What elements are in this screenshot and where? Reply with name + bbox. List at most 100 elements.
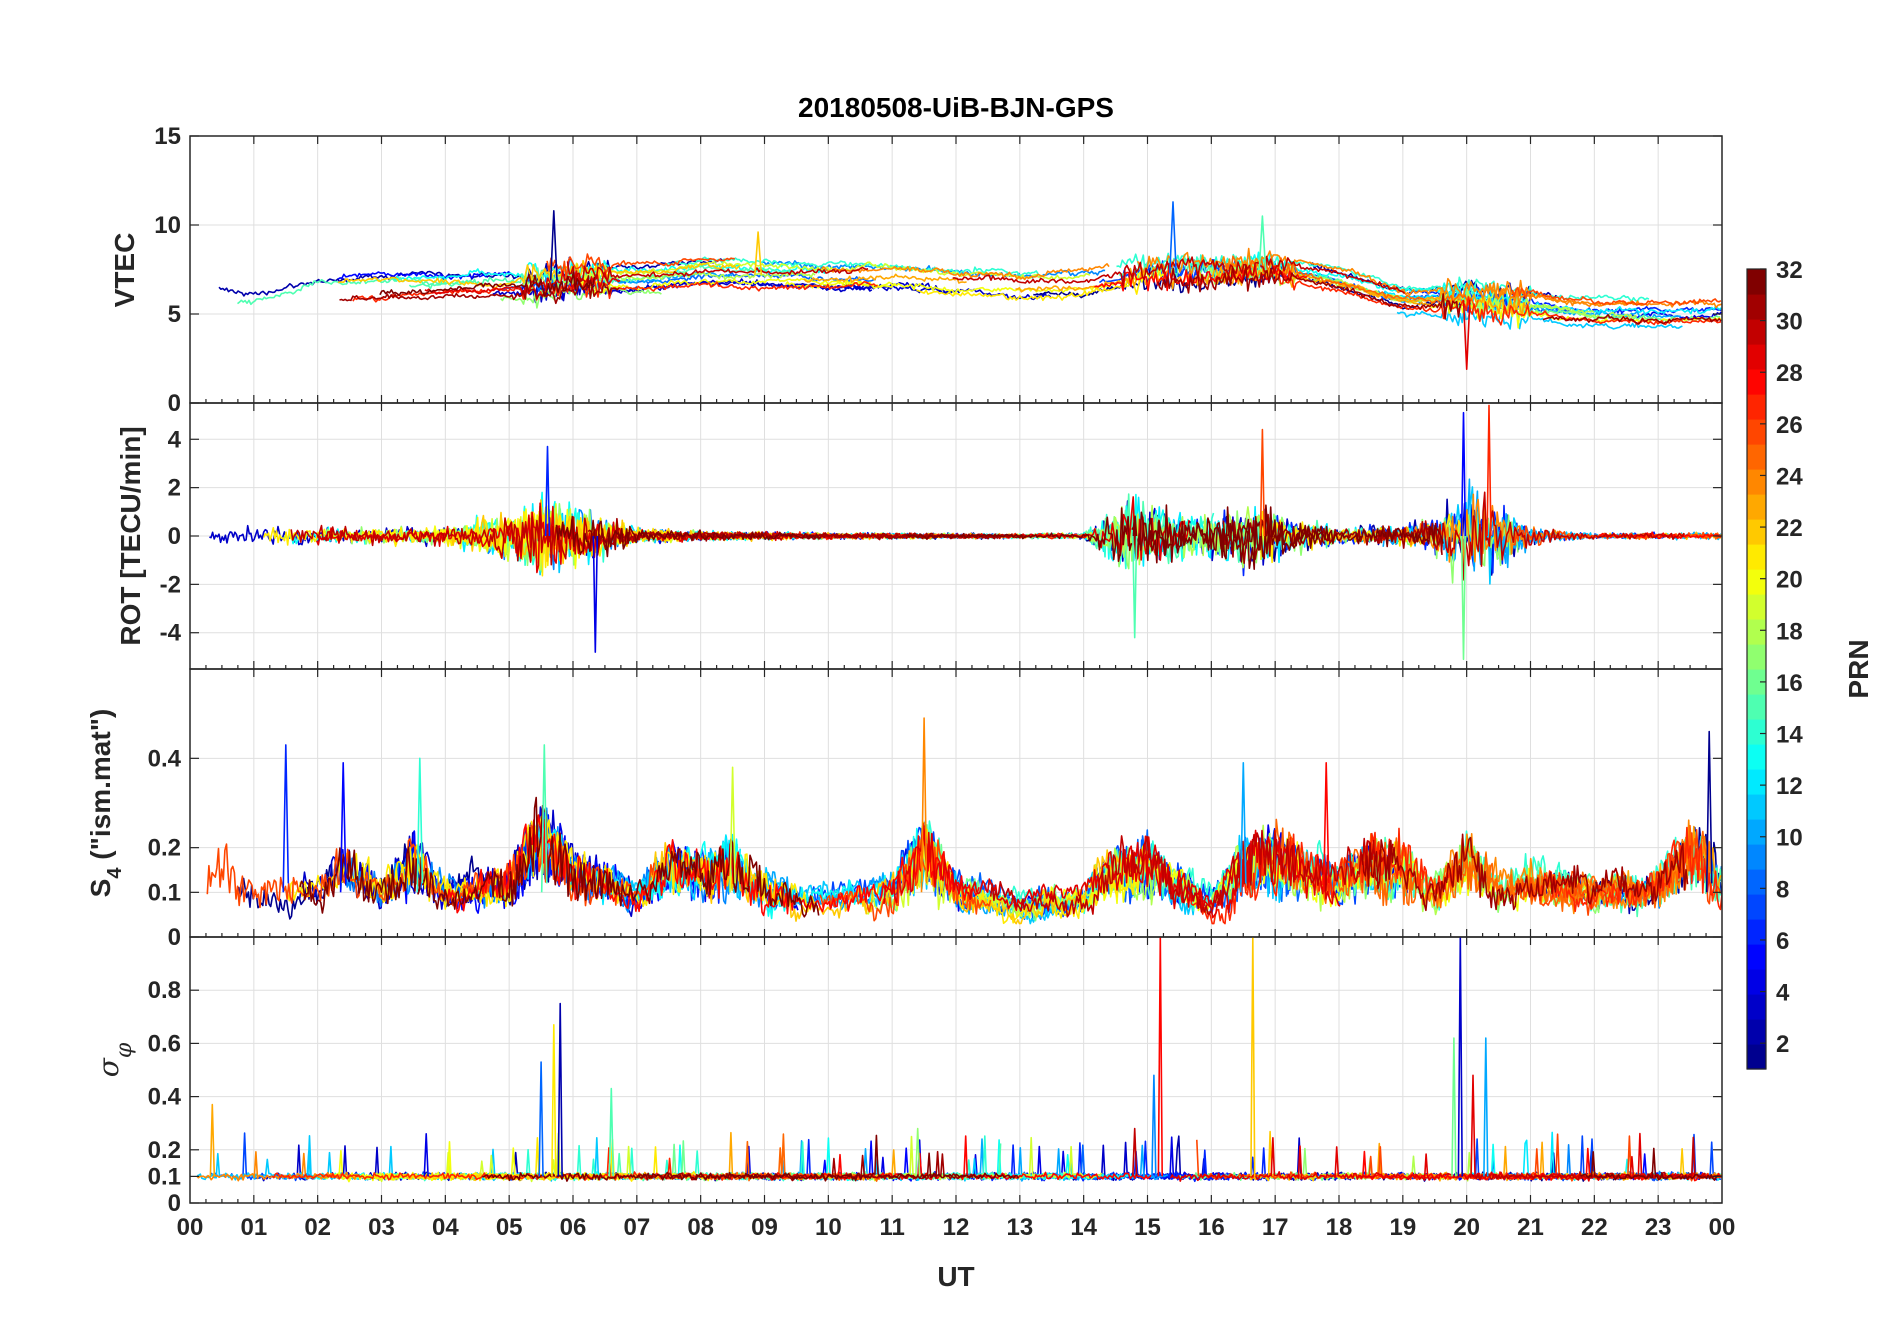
rot-line-prn-32 bbox=[906, 504, 1326, 570]
vtec-line-prn-18 bbox=[1194, 258, 1595, 315]
sigma-phi-peak-mark bbox=[1151, 1074, 1157, 1177]
y-tick-label: 0.1 bbox=[148, 1163, 181, 1190]
s4-series bbox=[206, 717, 1722, 925]
s4-line-prn-26 bbox=[819, 839, 992, 922]
vtec-line-prn-30 bbox=[566, 261, 869, 285]
colorbar-cell bbox=[1747, 844, 1766, 870]
rot-peak-mark bbox=[1460, 535, 1467, 661]
colorbar-cell bbox=[1747, 469, 1766, 495]
vtec-line-prn-14 bbox=[1116, 252, 1650, 303]
vtec-line-prn-31 bbox=[1542, 313, 1722, 325]
sigma-phi-y-label-main: σ bbox=[92, 1057, 125, 1077]
x-tick-labels: 00 01 02 03 04 05 06 07 08 09 10 11 12 13 14 15 16 17 18 19… bbox=[177, 1214, 1736, 1241]
x-tick-label: 23 bbox=[1645, 1214, 1672, 1241]
vtec-peak-mark bbox=[549, 210, 558, 281]
sigma-phi-line-prn-32 bbox=[1580, 1147, 1721, 1181]
rot-line-prn-32 bbox=[555, 515, 822, 558]
vtec-series bbox=[218, 201, 1722, 370]
colorbar-cell bbox=[1747, 369, 1766, 395]
s4-line-prn-30 bbox=[989, 829, 1394, 918]
x-tick-label: 22 bbox=[1581, 1214, 1608, 1241]
colorbar-cell bbox=[1747, 794, 1766, 820]
colorbar-cell bbox=[1747, 819, 1766, 845]
vtec-line-prn-23 bbox=[803, 273, 967, 284]
colorbar-tick-label: 4 bbox=[1776, 980, 1790, 1007]
y-tick-label: 0 bbox=[168, 523, 181, 550]
vtec-peak-mark bbox=[1169, 201, 1177, 274]
x-tick-label: 16 bbox=[1198, 1214, 1225, 1241]
y-tick-label: 0.2 bbox=[148, 835, 181, 862]
rot-peak-mark bbox=[592, 535, 599, 653]
sigma-phi-peak-mark bbox=[1483, 1037, 1489, 1177]
colorbar-tick-label: 16 bbox=[1776, 670, 1803, 697]
colorbar-cell bbox=[1747, 994, 1766, 1020]
s4-peak-mark bbox=[1705, 730, 1713, 893]
s4-y-label-sub: 4 bbox=[104, 867, 126, 879]
rot-peak-mark bbox=[1486, 404, 1492, 537]
x-tick-label: 11 bbox=[879, 1214, 904, 1241]
colorbar-tick-label: 32 bbox=[1776, 257, 1803, 284]
y-tick-label: 10 bbox=[154, 212, 181, 239]
colorbar-cell bbox=[1747, 919, 1766, 945]
sigma-phi-peak-mark bbox=[551, 1024, 557, 1177]
y-tick-label: 0.4 bbox=[148, 1084, 182, 1111]
y-tick-label: 15 bbox=[154, 123, 181, 150]
colorbar-cell bbox=[1747, 269, 1766, 295]
sigma-phi-y-ticks: 00.10.2 0.4 0.6 0.8 bbox=[148, 937, 1722, 1217]
s4-peak-mark bbox=[729, 766, 736, 893]
rot-series bbox=[209, 404, 1722, 661]
sigma-phi-line-prn-29 bbox=[1169, 1132, 1681, 1182]
vtec-y-label: VTEC bbox=[109, 233, 140, 308]
sigma-phi-peak-mark bbox=[1470, 1074, 1476, 1177]
rot-line-prn-32 bbox=[1131, 504, 1444, 563]
vtec-peak-mark bbox=[1462, 299, 1471, 370]
x-tick-label: 12 bbox=[943, 1214, 970, 1241]
rot-peak-mark bbox=[1460, 411, 1467, 537]
s4-line-prn-27 bbox=[1539, 826, 1722, 913]
colorbar-cell bbox=[1747, 569, 1766, 595]
colorbar-cell bbox=[1747, 1044, 1766, 1070]
colorbar-cell bbox=[1747, 644, 1766, 670]
rot-y-ticks: -4 -2 0 2 4 bbox=[160, 403, 1722, 669]
sigma-phi-peak-mark bbox=[538, 1061, 544, 1177]
vtec-grid bbox=[190, 136, 1722, 403]
colorbar-label: PRN bbox=[1843, 639, 1874, 698]
sigma-phi-peak-mark bbox=[209, 1103, 216, 1177]
y-tick-label: 5 bbox=[168, 301, 181, 328]
x-tick-label: 13 bbox=[1006, 1214, 1033, 1241]
colorbar-cell bbox=[1747, 444, 1766, 470]
colorbar-tick-label: 28 bbox=[1776, 360, 1803, 387]
s4-y-label-rest: ("ism.mat") bbox=[85, 709, 116, 868]
colorbar-tick-label: 6 bbox=[1776, 928, 1789, 955]
x-axis-label: UT bbox=[937, 1261, 974, 1292]
s4-peak-mark bbox=[416, 757, 424, 893]
x-tick-label: 00 bbox=[1709, 1214, 1736, 1241]
x-tick-label: 07 bbox=[623, 1214, 650, 1241]
vtec-line-prn-26 bbox=[546, 253, 735, 281]
y-tick-label: 0.8 bbox=[148, 977, 181, 1004]
s4-peak-mark bbox=[1239, 762, 1247, 893]
sigma-phi-peak-mark bbox=[557, 1002, 563, 1177]
y-tick-label: 0 bbox=[168, 924, 181, 951]
vtec-peak-mark bbox=[1258, 215, 1267, 271]
s4-peak-mark bbox=[1322, 762, 1330, 893]
y-tick-label: 0.6 bbox=[148, 1030, 181, 1057]
colorbar-tick-label: 8 bbox=[1776, 876, 1789, 903]
sigma-phi-peak-mark bbox=[608, 1087, 614, 1177]
rot-panel: -4 -2 0 2 4 ROT [TECU/min] bbox=[115, 402, 1723, 670]
vtec-panel: 0 5 10 15 VTEC bbox=[109, 123, 1723, 417]
rot-peak-mark bbox=[1259, 428, 1266, 537]
colorbar-tick-label: 18 bbox=[1776, 618, 1803, 645]
colorbar-tick-label: 24 bbox=[1776, 463, 1803, 490]
s4-peak-mark bbox=[282, 744, 290, 893]
x-tick-label: 20 bbox=[1453, 1214, 1480, 1241]
y-tick-label: 2 bbox=[168, 475, 181, 502]
y-tick-label: 0.2 bbox=[148, 1137, 181, 1164]
colorbar-cell bbox=[1747, 294, 1766, 320]
colorbar-frame bbox=[1746, 268, 1767, 1070]
y-tick-label: 0.4 bbox=[148, 745, 182, 772]
rot-y-label: ROT [TECU/min] bbox=[115, 426, 146, 645]
